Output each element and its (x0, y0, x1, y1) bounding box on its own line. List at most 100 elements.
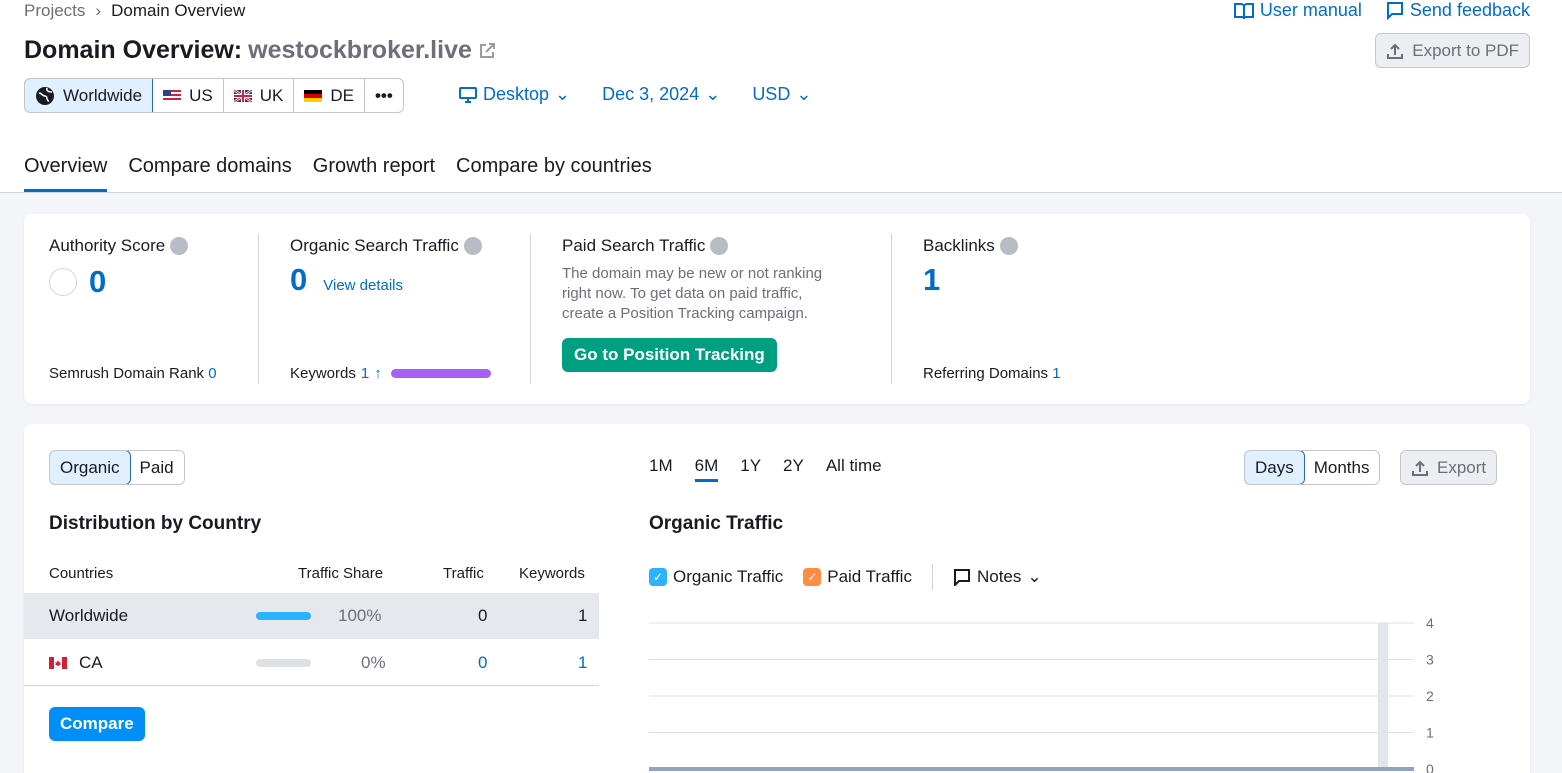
region-label: US (189, 85, 213, 105)
region-label: UK (259, 85, 284, 105)
period-1y[interactable]: 1Y (740, 456, 762, 475)
authority-score-block: Authority Score 0 (49, 236, 189, 300)
y-tick-label: 2 (1426, 688, 1434, 704)
organic-traffic-block: Organic Search Traffic 0 View details (290, 236, 482, 298)
globe-icon[interactable] (999, 237, 1018, 255)
date-dropdown[interactable]: Dec 3, 2024 ⌄ (602, 84, 720, 105)
checkbox-checked-icon: ✓ (803, 568, 822, 586)
user-manual-link[interactable]: User manual (1233, 0, 1362, 21)
domain-rank-label: Semrush Domain Rank (49, 365, 205, 382)
title-domain[interactable]: westockbroker.live (248, 36, 472, 64)
toggle-days[interactable]: Days (1245, 451, 1305, 484)
notes-dropdown[interactable]: Notes ⌄ (953, 567, 1042, 587)
col-traffic-share: Traffic Share (298, 565, 384, 582)
flag-ca-icon (49, 656, 67, 669)
region-uk[interactable]: UK (224, 79, 295, 112)
table-row[interactable]: CA 0% 0 1 (24, 640, 599, 686)
position-tracking-button[interactable]: Go to Position Tracking (562, 338, 777, 372)
region-more[interactable]: ••• (365, 79, 403, 112)
export-pdf-button[interactable]: Export to PDF (1375, 33, 1530, 68)
organic-traffic-value[interactable]: 0 (290, 262, 308, 297)
toggle-organic[interactable]: Organic (49, 451, 131, 484)
row-country[interactable]: CA (79, 652, 103, 672)
hover-band (1378, 623, 1388, 769)
tab-overview[interactable]: Overview (24, 155, 108, 192)
flag-de-icon (304, 89, 323, 102)
export-label: Export (1437, 457, 1487, 477)
flag-us-icon (163, 89, 182, 102)
traffic-card: Organic Paid 1M 6M 1Y 2Y All time Days M… (24, 424, 1530, 773)
row-traffic[interactable]: 0 (478, 652, 488, 672)
metrics-card: Authority Score 0 Semrush Domain Rank 0 … (24, 214, 1530, 404)
legend-organic-label: Organic Traffic (673, 567, 784, 586)
backlinks-title-row: Backlinks (923, 236, 1018, 256)
legend-organic[interactable]: ✓ Organic Traffic (649, 567, 783, 587)
col-keywords: Keywords (519, 565, 585, 582)
region-us[interactable]: US (153, 79, 224, 112)
external-link-icon[interactable] (478, 42, 496, 60)
toggle-months[interactable]: Months (1313, 457, 1370, 477)
export-pdf-label: Export to PDF (1412, 40, 1519, 60)
notes-label: Notes (976, 567, 1022, 586)
granularity-toggle: Days Months (1244, 450, 1381, 485)
globe-icon (36, 86, 54, 105)
organic-traffic-chart[interactable]: 4 3 2 1 0 (649, 614, 1439, 773)
row-share: 0% (361, 652, 386, 672)
chevron-right-icon: › (95, 1, 102, 20)
referring-domains-label: Referring Domains (923, 365, 1049, 382)
arrow-up-icon: ↑ (374, 365, 382, 382)
referring-domains-value[interactable]: 1 (1052, 365, 1061, 382)
y-tick-label: 1 (1426, 725, 1434, 741)
col-countries: Countries (49, 565, 114, 582)
more-icon: ••• (374, 85, 393, 105)
region-de[interactable]: DE (294, 79, 365, 112)
authority-score-value[interactable]: 0 (89, 264, 107, 299)
backlinks-value[interactable]: 1 (923, 262, 941, 297)
keywords-value[interactable]: 1 (360, 365, 370, 382)
currency-dropdown[interactable]: USD ⌄ (752, 84, 811, 105)
flag-uk-icon (233, 89, 252, 102)
desc-line: create a Position Tracking campaign. (562, 305, 808, 322)
breadcrumb-projects[interactable]: Projects (24, 1, 86, 20)
main-tabs: Overview Compare domains Growth report C… (24, 155, 652, 192)
compare-button[interactable]: Compare (49, 707, 145, 741)
distribution-title: Distribution by Country (49, 513, 262, 534)
globe-icon[interactable] (463, 237, 482, 255)
row-keywords[interactable]: 1 (578, 652, 588, 672)
note-icon (953, 569, 970, 586)
desc-line: The domain may be new or not ranking (562, 265, 823, 282)
chart-legend: ✓ Organic Traffic ✓ Paid Traffic Notes ⌄ (649, 564, 1042, 590)
view-details-link[interactable]: View details (323, 277, 404, 294)
domain-rank-row: Semrush Domain Rank 0 (49, 365, 217, 382)
globe-icon[interactable] (170, 237, 189, 255)
export-button[interactable]: Export (1400, 450, 1498, 485)
legend-paid[interactable]: ✓ Paid Traffic (803, 567, 912, 587)
authority-score-title: Authority Score (49, 236, 166, 255)
period-all-time[interactable]: All time (825, 456, 882, 475)
share-bar (256, 612, 311, 620)
globe-icon[interactable] (710, 237, 729, 255)
region-worldwide[interactable]: Worldwide (24, 79, 154, 112)
domain-rank-value[interactable]: 0 (208, 365, 217, 382)
region-label: Worldwide (63, 85, 143, 105)
keywords-bar (390, 369, 491, 378)
send-feedback-link[interactable]: Send feedback (1386, 0, 1530, 21)
table-row[interactable]: Worldwide 100% 0 1 (24, 593, 599, 639)
chart-title: Organic Traffic (649, 513, 784, 534)
period-2y[interactable]: 2Y (783, 456, 804, 475)
send-feedback-label: Send feedback (1409, 0, 1530, 20)
period-6m[interactable]: 6M (694, 456, 719, 482)
backlinks-title: Backlinks (923, 236, 995, 255)
paid-traffic-block: Paid Search Traffic The domain may be ne… (562, 236, 822, 372)
tab-compare-by-countries[interactable]: Compare by countries (456, 155, 652, 177)
authority-value-row: 0 (49, 264, 188, 300)
tab-growth-report[interactable]: Growth report (312, 155, 436, 177)
paid-traffic-description: The domain may be new or not ranking rig… (562, 264, 822, 324)
device-dropdown[interactable]: Desktop ⌄ (459, 84, 570, 105)
col-traffic: Traffic (443, 565, 484, 582)
period-1m[interactable]: 1M (649, 456, 673, 475)
toggle-paid[interactable]: Paid (139, 457, 174, 477)
backlinks-block: Backlinks 1 (923, 236, 1018, 298)
breadcrumb-current: Domain Overview (111, 1, 246, 20)
tab-compare-domains[interactable]: Compare domains (128, 155, 292, 177)
